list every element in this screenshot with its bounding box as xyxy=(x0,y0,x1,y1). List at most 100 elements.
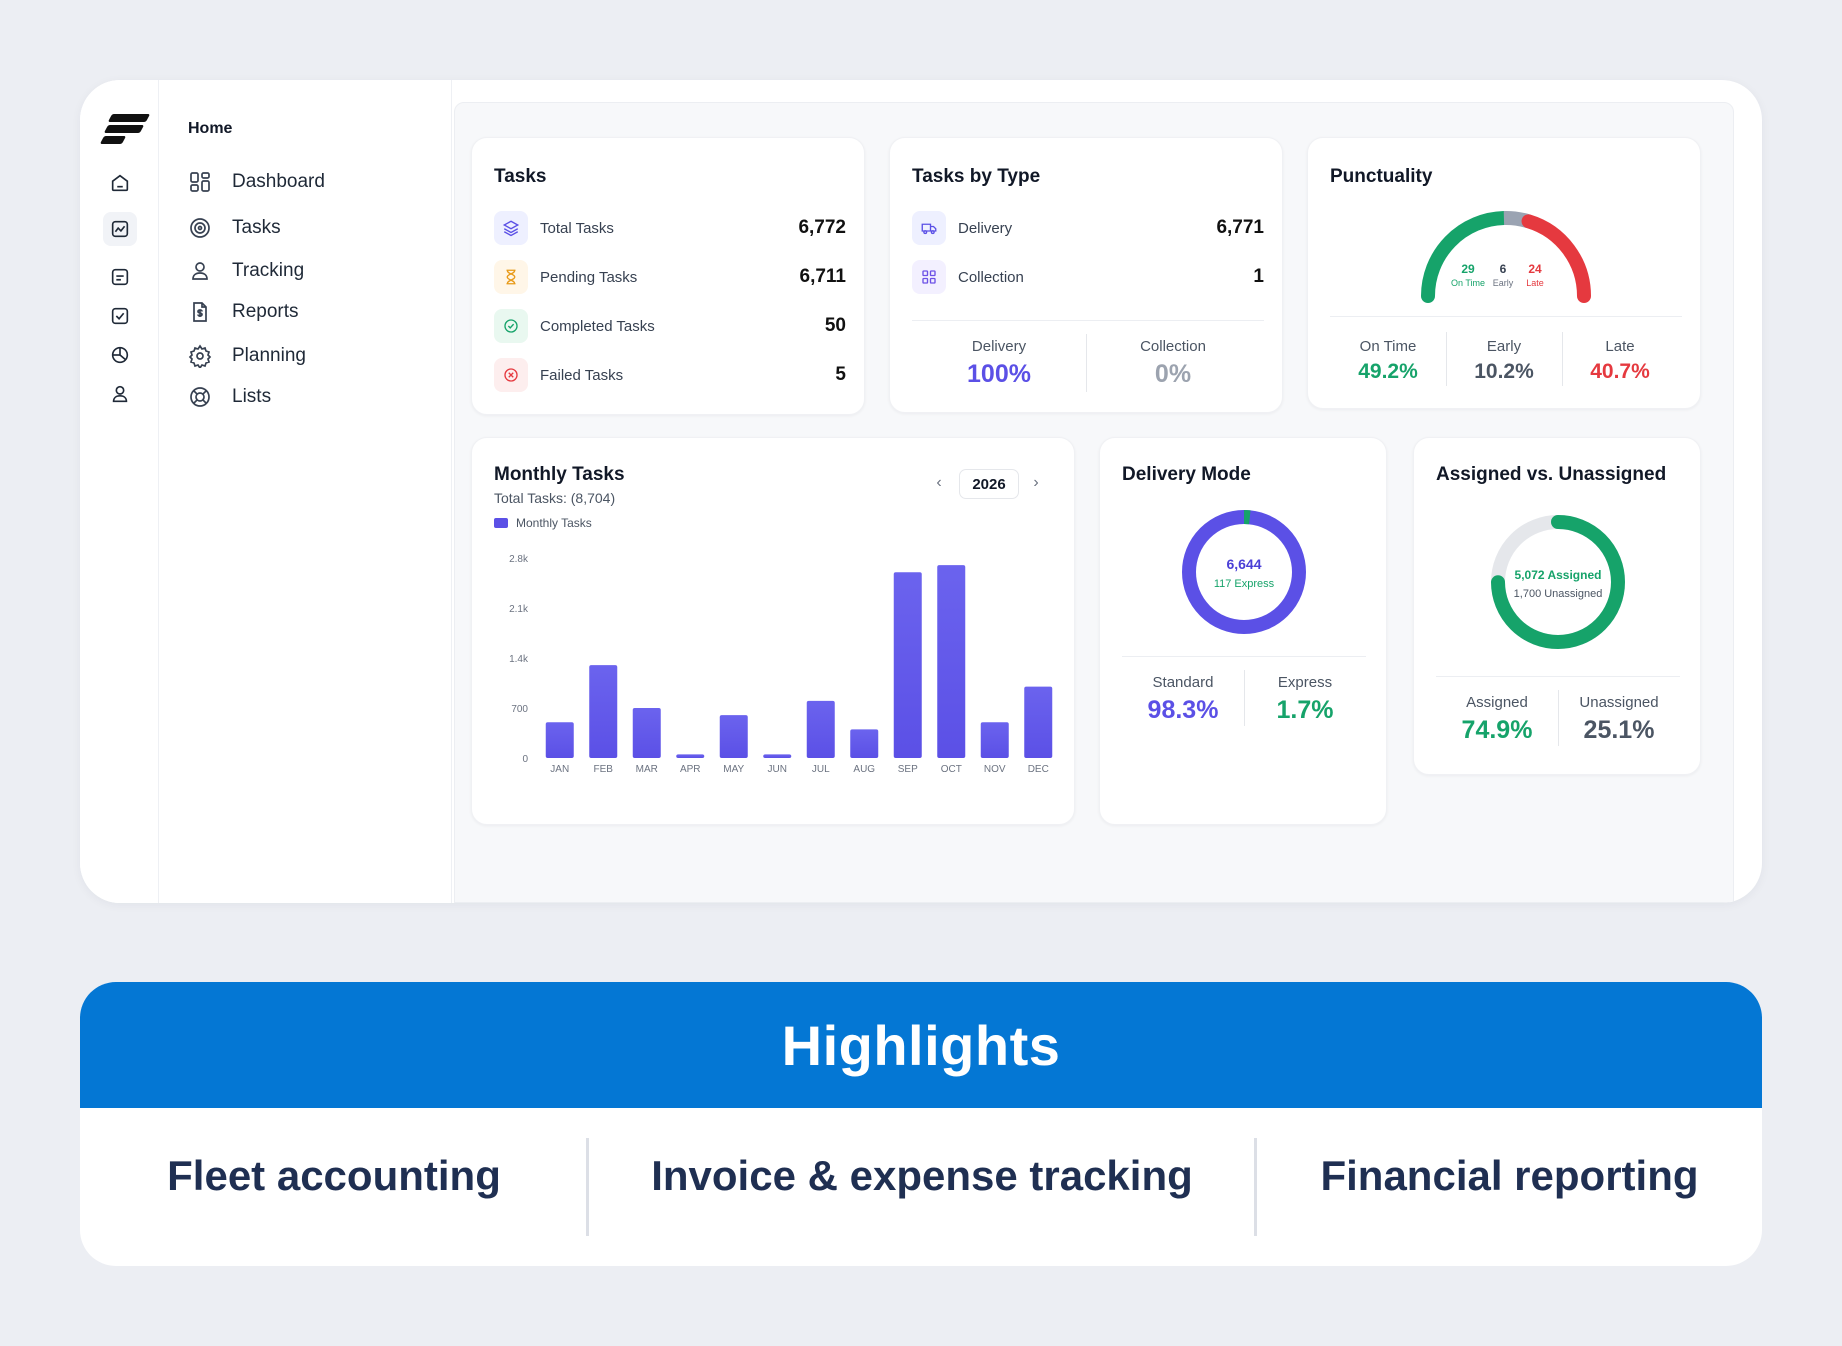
donut-assigned-arc xyxy=(1491,515,1625,649)
task-label: Completed Tasks xyxy=(540,317,655,335)
assigned-donut xyxy=(1491,515,1625,649)
type-label: Delivery xyxy=(958,219,1013,237)
nav-item-lists[interactable]: Lists xyxy=(188,381,271,413)
delivery-mode-card: Delivery Mode 6,644 117 Express Standard… xyxy=(1099,437,1387,825)
bar-feb[interactable] xyxy=(589,665,618,758)
nav-item-tracking[interactable]: Tracking xyxy=(188,255,304,287)
y-tick-label: 700 xyxy=(511,704,528,715)
check-circle-icon xyxy=(494,309,528,343)
task-label: Failed Tasks xyxy=(540,366,624,384)
bar-jul[interactable] xyxy=(806,700,835,758)
bar-jun[interactable] xyxy=(763,754,792,758)
assigned-card: Assigned vs. Unassigned 5,072 Assigned 1… xyxy=(1413,437,1701,775)
grid-icon xyxy=(912,260,946,294)
donut-express-arc xyxy=(1182,510,1306,634)
x-tick-label: MAY xyxy=(723,764,744,775)
monthly-bar-chart: 0 700 1.4k 2.1k 2.8k JAN FEB MAR APR MAY JUN JUL AUG… xyxy=(509,554,1053,775)
task-row-completed: Completed Tasks 50 xyxy=(494,308,846,344)
nav-item-label: Planning xyxy=(232,345,306,366)
highlights-header: Highlights xyxy=(80,982,1762,1108)
task-value: 5 xyxy=(835,364,846,385)
stat-value: 1.7% xyxy=(1276,696,1334,724)
bar-oct[interactable] xyxy=(937,565,966,758)
tasks-by-type-card: Tasks by Type Delivery 6,771 Collection … xyxy=(889,137,1283,413)
nav-home-title[interactable]: Home xyxy=(188,120,233,137)
x-tick-label: MAR xyxy=(636,764,658,775)
y-tick-label: 2.1k xyxy=(509,604,529,615)
home-icon[interactable] xyxy=(103,166,137,200)
truck-icon xyxy=(912,211,946,245)
type-value: 1 xyxy=(1253,266,1264,287)
divider xyxy=(1122,656,1366,657)
bar-nov[interactable] xyxy=(980,722,1009,758)
divider xyxy=(1244,670,1245,726)
bar-may[interactable] xyxy=(719,715,748,758)
hourglass-icon xyxy=(494,260,528,294)
donut-center-sub: 1,700 Unassigned xyxy=(1513,588,1603,600)
divider xyxy=(912,320,1264,321)
logo-icon[interactable] xyxy=(99,110,151,148)
nav-panel: Home Dashboard Tasks Tracking Reports Pl… xyxy=(160,80,499,903)
nav-item-dashboard[interactable]: Dashboard xyxy=(188,166,325,198)
message-icon[interactable] xyxy=(103,260,137,294)
task-value: 50 xyxy=(824,315,846,336)
pie-icon[interactable] xyxy=(103,338,137,372)
donut-center-value: 6,644 xyxy=(1226,556,1262,572)
punctuality-gauge xyxy=(1421,211,1591,303)
nav-item-tasks[interactable]: Tasks xyxy=(188,212,281,244)
stat-label: Unassigned xyxy=(1579,694,1659,711)
gauge-arc-late xyxy=(1521,214,1591,303)
chevron-left-icon[interactable]: ‹ xyxy=(936,474,942,491)
bar-apr[interactable] xyxy=(676,754,705,758)
chevron-right-icon[interactable]: › xyxy=(1033,474,1039,491)
stat-value: 74.9% xyxy=(1461,716,1533,744)
stat-label: Delivery xyxy=(971,338,1027,355)
gauge-count-late: 24 xyxy=(1528,262,1542,276)
y-tick-label: 1.4k xyxy=(509,654,529,665)
stat-label: Collection xyxy=(1140,338,1206,355)
legend-label: Monthly Tasks xyxy=(516,516,592,530)
card-title: Tasks by Type xyxy=(912,166,1041,187)
stat-label: Express xyxy=(1277,674,1333,691)
bar-jan[interactable] xyxy=(545,722,574,758)
nav-item-reports[interactable]: Reports xyxy=(188,296,299,328)
target-icon xyxy=(190,218,210,238)
divider xyxy=(586,1138,589,1236)
main-content: Tasks Total Tasks 6,772 Pending Tasks 6,… xyxy=(454,102,1734,903)
nav-item-label: Dashboard xyxy=(232,171,325,192)
tasks-card: Tasks Total Tasks 6,772 Pending Tasks 6,… xyxy=(471,137,865,415)
donut-standard-arc xyxy=(1182,510,1306,634)
delivery-mode-donut xyxy=(1182,510,1306,634)
user-icon xyxy=(192,262,208,280)
card-title: Punctuality xyxy=(1330,166,1433,187)
bar-dec[interactable] xyxy=(1024,686,1053,758)
chart-icon[interactable] xyxy=(103,212,137,246)
nav-item-planning[interactable]: Planning xyxy=(188,340,306,372)
bar-aug[interactable] xyxy=(850,729,879,758)
year-selector[interactable]: 2026 xyxy=(959,469,1019,499)
card-subtitle: Total Tasks: (8,704) xyxy=(494,490,616,506)
gauge-label-on-time: On Time xyxy=(1450,278,1485,288)
divider xyxy=(1086,334,1087,392)
stat-value: 49.2% xyxy=(1358,360,1418,383)
dollar-document-icon xyxy=(193,302,207,322)
card-title: Delivery Mode xyxy=(1122,464,1251,485)
y-tick-label: 0 xyxy=(522,754,528,765)
stat-value: 100% xyxy=(967,360,1031,388)
bar-sep[interactable] xyxy=(893,572,922,758)
nav-item-label: Tasks xyxy=(232,217,281,238)
card-title: Monthly Tasks xyxy=(494,464,625,485)
bar-mar[interactable] xyxy=(632,708,661,758)
task-value: 6,711 xyxy=(799,266,847,287)
task-row-failed: Failed Tasks 5 xyxy=(494,357,846,393)
checkbox-icon[interactable] xyxy=(103,299,137,333)
stat-label: Early xyxy=(1486,338,1522,355)
user-icon[interactable] xyxy=(103,377,137,411)
divider xyxy=(1562,332,1563,386)
app-window: Home Dashboard Tasks Tracking Reports Pl… xyxy=(80,80,1762,903)
stat-value: 25.1% xyxy=(1583,716,1655,744)
task-row-pending: Pending Tasks 6,711 xyxy=(494,259,846,295)
highlight-item: Invoice & expense tracking xyxy=(651,1152,1193,1199)
stat-label: Standard xyxy=(1152,674,1214,691)
nav-item-label: Tracking xyxy=(232,260,305,281)
